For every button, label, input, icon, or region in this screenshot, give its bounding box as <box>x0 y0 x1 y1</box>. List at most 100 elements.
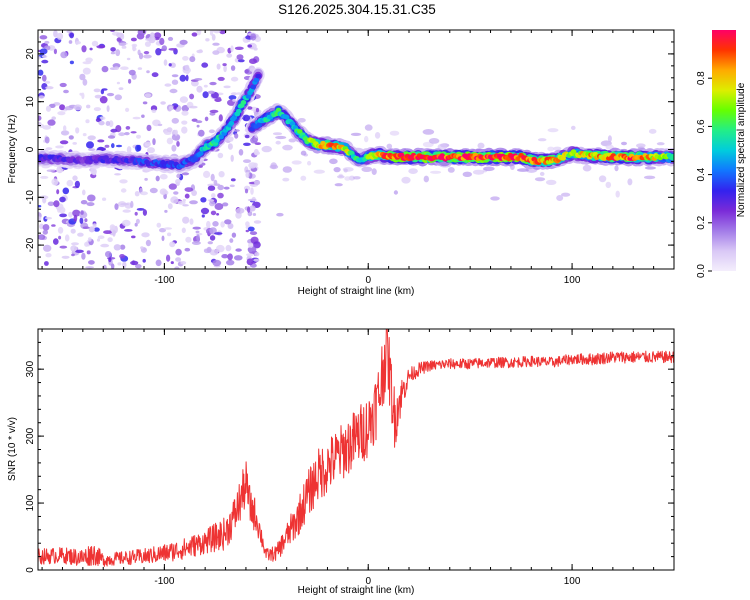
noise-blob <box>140 191 148 196</box>
noise-blob <box>212 259 222 267</box>
noise-blob <box>184 247 191 252</box>
noise-blob <box>220 221 225 228</box>
noise-blob <box>245 266 251 269</box>
noise-blob <box>607 135 612 143</box>
noise-blob <box>282 177 290 182</box>
noise-blob <box>143 54 152 59</box>
noise-blob <box>97 139 105 143</box>
noise-blob <box>248 247 253 253</box>
noise-blob <box>80 210 84 215</box>
noise-blob <box>96 238 101 242</box>
noise-blob <box>84 241 89 247</box>
noise-blob <box>38 115 42 121</box>
noise-blob <box>120 33 125 40</box>
noise-blob <box>114 94 123 101</box>
noise-blob <box>101 65 109 73</box>
noise-blob <box>248 242 254 248</box>
noise-blob <box>105 121 111 126</box>
noise-blob <box>90 167 97 175</box>
noise-blob <box>408 168 418 175</box>
noise-blob <box>209 235 216 241</box>
noise-blob <box>644 166 657 170</box>
noise-blob <box>517 168 529 172</box>
noise-blob <box>615 190 620 198</box>
noise-blob <box>656 142 665 146</box>
noise-blob <box>151 109 157 113</box>
noise-blob <box>212 42 220 46</box>
noise-blob <box>250 187 254 195</box>
noise-blob <box>60 130 70 136</box>
noise-blob <box>171 133 181 141</box>
noise-blob <box>201 214 205 218</box>
noise-blob <box>159 37 165 46</box>
noise-blob <box>163 59 168 66</box>
noise-blob <box>143 51 150 55</box>
noise-blob <box>215 244 225 253</box>
y-tick-label: 300 <box>25 360 36 377</box>
noise-blob <box>227 143 233 150</box>
noise-blob <box>51 116 56 120</box>
spectrogram-frame <box>37 29 675 270</box>
noise-blob <box>582 164 592 172</box>
noise-blob <box>45 86 54 90</box>
noise-blob <box>181 172 190 176</box>
noise-blob <box>99 116 106 120</box>
noise-blob <box>155 259 162 267</box>
noise-blob <box>62 125 67 132</box>
noise-blob <box>196 124 200 128</box>
noise-blob <box>53 200 60 208</box>
noise-blob <box>180 261 187 265</box>
noise-blob <box>88 148 96 152</box>
noise-blob <box>227 253 233 261</box>
noise-blob <box>155 48 162 56</box>
noise-blob <box>539 171 545 176</box>
noise-blob <box>88 260 95 265</box>
noise-blob <box>344 176 351 181</box>
noise-blob <box>182 216 190 224</box>
noise-blob <box>141 232 150 238</box>
noise-blob <box>174 266 180 269</box>
noise-blob <box>176 173 181 179</box>
noise-blob <box>211 34 216 41</box>
noise-blob <box>226 259 235 266</box>
noise-blob <box>58 206 66 214</box>
noise-blob <box>329 158 338 165</box>
noise-blob <box>155 175 160 182</box>
noise-blob <box>201 62 209 68</box>
noise-blob <box>40 175 49 179</box>
noise-blob <box>72 175 78 181</box>
noise-blob <box>247 258 254 263</box>
noise-blob <box>88 226 95 233</box>
noise-blob <box>462 171 472 177</box>
y-tick-label: 0 <box>25 567 36 573</box>
noise-blob <box>38 56 41 60</box>
colorbar-tick-label: 0.6 <box>696 119 707 133</box>
noise-blob <box>103 230 113 235</box>
noise-blob <box>39 35 48 40</box>
noise-blob <box>161 45 167 52</box>
noise-blob <box>166 127 173 133</box>
noise-blob <box>107 237 113 243</box>
x-tick-label: 0 <box>365 275 371 286</box>
noise-blob <box>79 92 83 96</box>
noise-blob <box>247 206 251 213</box>
noise-blob <box>250 137 258 144</box>
noise-blob <box>102 264 107 269</box>
noise-blob <box>70 245 78 252</box>
noise-blob <box>224 219 232 225</box>
noise-blob <box>179 96 188 103</box>
noise-blob <box>71 242 79 246</box>
noise-blob <box>59 213 67 218</box>
noise-blob <box>229 184 235 188</box>
noise-blob <box>39 48 48 55</box>
noise-blob <box>209 112 216 116</box>
noise-blob <box>41 59 49 64</box>
noise-blob <box>598 175 607 183</box>
noise-blob <box>112 63 121 69</box>
noise-blob <box>59 104 66 111</box>
noise-blob <box>235 248 242 252</box>
ridge-cell <box>245 94 252 99</box>
noise-blob <box>144 41 151 47</box>
noise-blob <box>85 57 93 63</box>
noise-blob <box>45 105 52 112</box>
